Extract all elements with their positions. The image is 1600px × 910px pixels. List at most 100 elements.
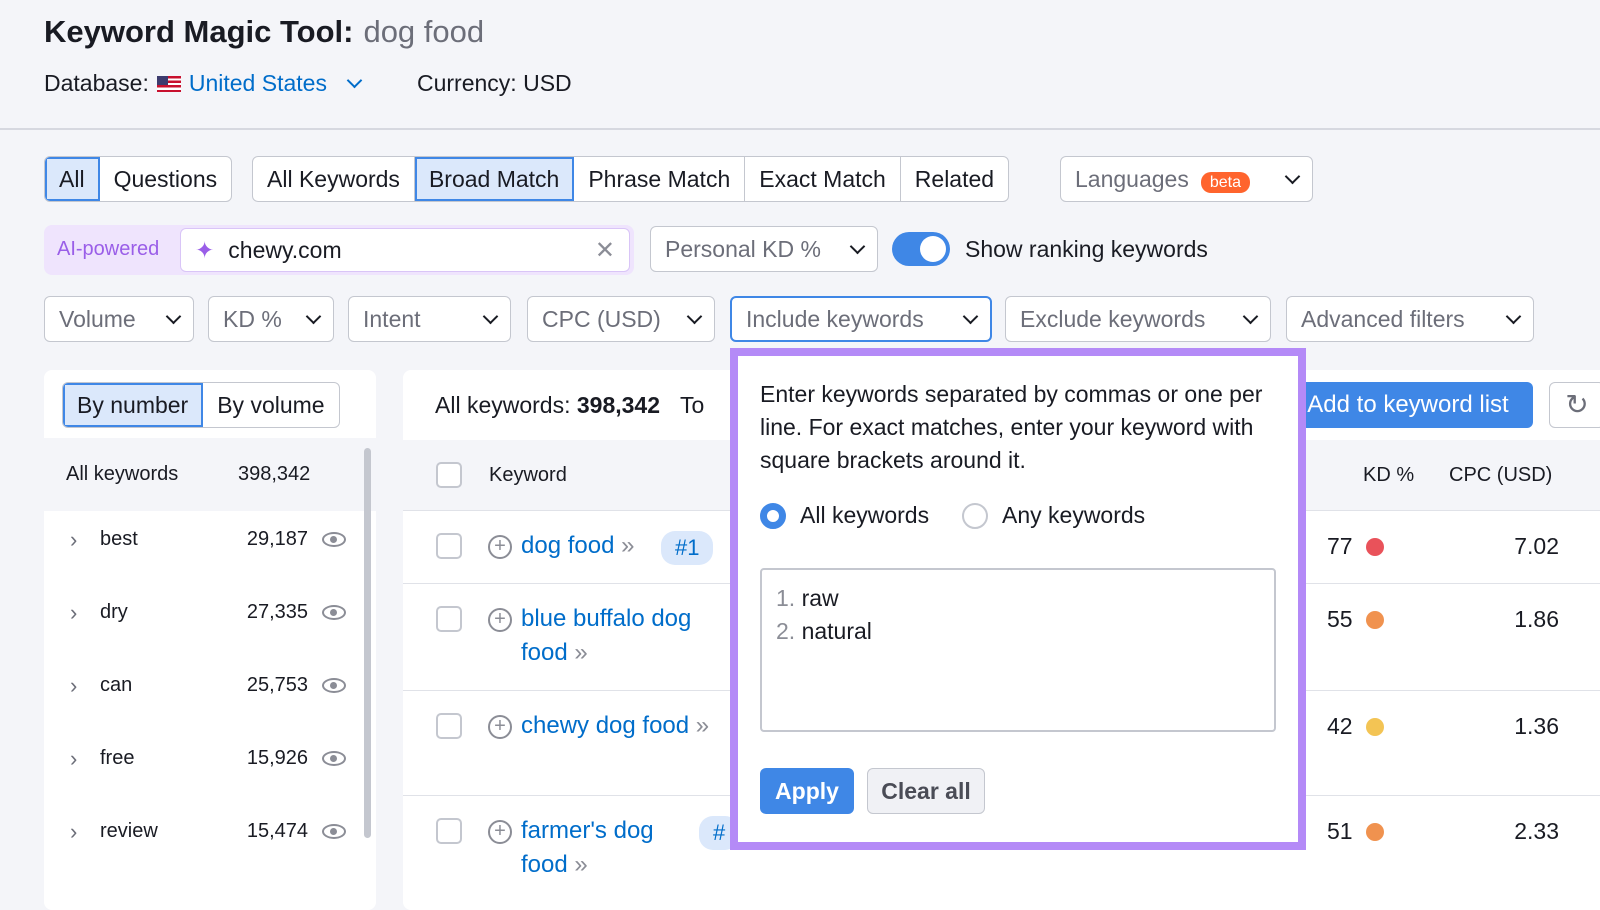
add-plus-icon[interactable]: + bbox=[488, 715, 512, 739]
eye-icon[interactable] bbox=[322, 751, 346, 766]
tab-related[interactable]: Related bbox=[914, 165, 995, 192]
tab-exact-match[interactable]: Exact Match bbox=[745, 157, 901, 201]
volume-filter[interactable]: Volume bbox=[44, 296, 194, 342]
chevron-right-icon: › bbox=[70, 672, 78, 698]
exclude-keywords-filter[interactable]: Exclude keywords bbox=[1005, 296, 1271, 342]
eye-icon[interactable] bbox=[322, 532, 346, 547]
add-plus-icon[interactable]: + bbox=[488, 535, 512, 559]
ai-powered-label: AI-powered bbox=[57, 238, 160, 260]
radio-all-keywords[interactable]: All keywords bbox=[760, 502, 929, 529]
group-sort-tabs: By number By volume bbox=[62, 382, 340, 428]
group-item[interactable]: › dry 27,335 bbox=[44, 576, 376, 649]
beta-badge: beta bbox=[1200, 171, 1250, 193]
page-title: Keyword Magic Tool: dog food bbox=[44, 14, 485, 49]
group-all[interactable]: All keywords 398,342 bbox=[44, 438, 376, 511]
include-keywords-filter[interactable]: Include keywords bbox=[730, 296, 992, 342]
cpc-value: 1.86 bbox=[1514, 606, 1559, 632]
row-checkbox[interactable] bbox=[436, 818, 462, 844]
all-keywords-count: All keywords: 398,342 To bbox=[435, 392, 705, 418]
tab-by-volume[interactable]: By volume bbox=[217, 391, 325, 418]
tab-by-number[interactable]: By number bbox=[63, 383, 204, 427]
add-to-keyword-list-button[interactable]: Add to keyword list bbox=[1283, 382, 1533, 428]
eye-icon[interactable] bbox=[322, 605, 346, 620]
radio-checked-icon bbox=[760, 502, 786, 529]
row-checkbox[interactable] bbox=[436, 713, 462, 739]
keyword-groups-sidebar: By number By volume All keywords 398,342 … bbox=[44, 370, 376, 910]
col-keyword[interactable]: Keyword bbox=[489, 464, 567, 486]
table-row: + blue buffalo dog food » 55 1.86 bbox=[403, 583, 1600, 690]
divider bbox=[0, 128, 1600, 130]
show-ranking-label: Show ranking keywords bbox=[965, 236, 1208, 262]
kd-filter[interactable]: KD % bbox=[208, 296, 334, 342]
personal-kd-dropdown[interactable]: Personal KD % bbox=[650, 226, 878, 272]
keyword-link[interactable]: farmer's dog food » bbox=[521, 817, 654, 878]
eye-icon[interactable] bbox=[322, 824, 346, 839]
keywords-textarea[interactable]: 1. raw 2. natural bbox=[760, 568, 1276, 732]
radio-any-keywords[interactable]: Any keywords bbox=[962, 502, 1145, 529]
add-plus-icon[interactable]: + bbox=[488, 608, 512, 632]
double-chevron-icon: » bbox=[574, 851, 588, 878]
chevron-down-icon bbox=[346, 72, 363, 89]
us-flag-icon bbox=[156, 75, 181, 92]
show-ranking-toggle[interactable] bbox=[892, 232, 950, 266]
advanced-filters[interactable]: Advanced filters bbox=[1286, 296, 1534, 342]
cpc-value: 1.36 bbox=[1514, 713, 1559, 739]
kd-difficulty-dot bbox=[1366, 718, 1384, 736]
languages-dropdown[interactable]: Languages beta bbox=[1060, 156, 1313, 202]
row-checkbox[interactable] bbox=[436, 533, 462, 559]
chevron-right-icon: › bbox=[70, 599, 78, 625]
row-checkbox[interactable] bbox=[436, 606, 462, 632]
cpc-value: 2.33 bbox=[1514, 818, 1559, 844]
competitor-input[interactable]: ✦ chewy.com ✕ bbox=[180, 228, 630, 272]
chevron-down-icon bbox=[305, 308, 322, 324]
keyword-link[interactable]: chewy dog food » bbox=[521, 712, 710, 739]
double-chevron-icon: » bbox=[574, 639, 588, 666]
keyword-link[interactable]: blue buffalo dog food » bbox=[521, 605, 692, 666]
col-kd[interactable]: KD % bbox=[1363, 464, 1415, 486]
currency: Currency: USD bbox=[417, 70, 572, 96]
radio-unchecked-icon bbox=[962, 502, 988, 529]
chevron-down-icon bbox=[849, 238, 866, 254]
chevron-down-icon bbox=[686, 308, 703, 324]
type-tabs: All Questions bbox=[44, 156, 233, 202]
kd-difficulty-dot bbox=[1366, 611, 1384, 629]
database-selector[interactable]: Database: United States bbox=[44, 70, 363, 97]
apply-button[interactable]: Apply bbox=[760, 768, 854, 814]
chevron-down-icon bbox=[482, 308, 499, 324]
chevron-down-icon bbox=[962, 308, 979, 324]
group-item[interactable]: › free 15,926 bbox=[44, 722, 376, 795]
position-badge: #1 bbox=[661, 531, 714, 565]
tab-questions[interactable]: Questions bbox=[113, 165, 218, 192]
col-cpc[interactable]: CPC (USD) bbox=[1449, 464, 1553, 486]
match-tabs: All Keywords Broad Match Phrase Match Ex… bbox=[252, 156, 1010, 202]
kd-value: 55 bbox=[1327, 606, 1353, 632]
group-item[interactable]: › review 15,474 bbox=[44, 795, 376, 868]
close-icon[interactable]: ✕ bbox=[594, 236, 615, 264]
include-keywords-popup: Enter keywords separated by commas or on… bbox=[730, 348, 1306, 850]
tab-phrase-match[interactable]: Phrase Match bbox=[574, 157, 746, 201]
select-all-checkbox[interactable] bbox=[436, 462, 462, 488]
tab-all-keywords[interactable]: All Keywords bbox=[253, 157, 415, 201]
group-item[interactable]: › best 29,187 bbox=[44, 503, 376, 576]
kd-value: 42 bbox=[1327, 713, 1353, 739]
kd-difficulty-dot bbox=[1366, 538, 1384, 556]
intent-filter[interactable]: Intent bbox=[348, 296, 511, 342]
kd-difficulty-dot bbox=[1366, 823, 1384, 841]
chevron-down-icon bbox=[1505, 308, 1522, 324]
group-item[interactable]: › can 25,753 bbox=[44, 649, 376, 722]
keyword-link[interactable]: dog food » bbox=[521, 532, 635, 559]
eye-icon[interactable] bbox=[322, 678, 346, 693]
tab-all[interactable]: All bbox=[45, 157, 100, 201]
tab-broad-match[interactable]: Broad Match bbox=[414, 157, 575, 201]
kd-value: 77 bbox=[1327, 533, 1353, 559]
chevron-down-icon bbox=[1284, 168, 1301, 184]
clear-all-button[interactable]: Clear all bbox=[867, 768, 985, 814]
refresh-icon[interactable]: ↻ bbox=[1549, 382, 1600, 428]
add-plus-icon[interactable]: + bbox=[488, 820, 512, 844]
cpc-filter[interactable]: CPC (USD) bbox=[527, 296, 715, 342]
chevron-down-icon bbox=[1242, 308, 1259, 324]
chevron-right-icon: › bbox=[70, 526, 78, 552]
scrollbar[interactable] bbox=[364, 448, 371, 838]
sparkle-icon: ✦ bbox=[195, 236, 215, 263]
ai-competitor-field: AI-powered ✦ chewy.com ✕ bbox=[44, 225, 634, 275]
